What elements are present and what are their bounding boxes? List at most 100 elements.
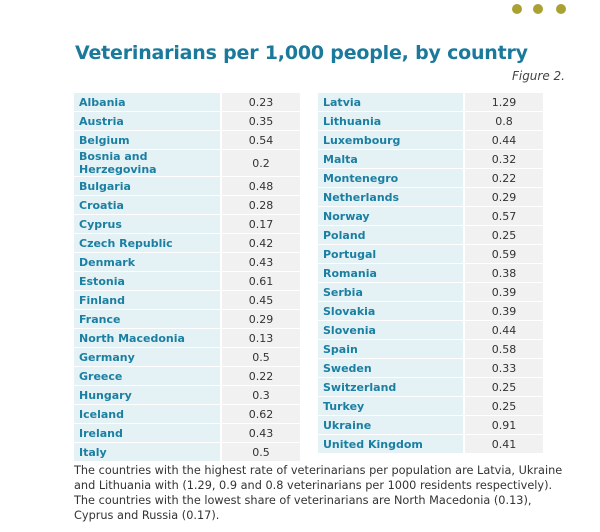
table-row: Latvia 1.29	[318, 93, 543, 111]
value: 0.5	[220, 443, 300, 461]
value: 0.58	[463, 340, 543, 358]
country: Bulgaria	[74, 177, 220, 195]
country: Poland	[318, 226, 463, 244]
caption-line: Cyprus and Russia (0.17).	[74, 509, 220, 522]
country: Lithuania	[318, 112, 463, 130]
country: Hungary	[74, 386, 220, 404]
country: Portugal	[318, 245, 463, 263]
country: Greece	[74, 367, 220, 385]
country: Austria	[74, 112, 220, 130]
table-row: Romania 0.38	[318, 264, 543, 282]
table-row: Lithuania 0.8	[318, 112, 543, 130]
value: 0.57	[463, 207, 543, 225]
value: 0.25	[463, 226, 543, 244]
table-row: Czech Republic 0.42	[74, 234, 300, 252]
table-row: Albania 0.23	[74, 93, 300, 111]
decor-dot	[556, 4, 566, 14]
caption-line: and Lithuania with (1.29, 0.9 and 0.8 ve…	[74, 479, 553, 492]
table-row: Slovakia 0.39	[318, 302, 543, 320]
value: 0.42	[220, 234, 300, 252]
figure-label: Figure 2.	[511, 69, 565, 83]
table-row: Estonia 0.61	[74, 272, 300, 290]
country: Ukraine	[318, 416, 463, 434]
country: Slovakia	[318, 302, 463, 320]
country: Belgium	[74, 131, 220, 149]
value: 0.54	[220, 131, 300, 149]
value: 0.48	[220, 177, 300, 195]
country: Sweden	[318, 359, 463, 377]
country: Czech Republic	[74, 234, 220, 252]
table-row: Norway 0.57	[318, 207, 543, 225]
table-row: North Macedonia 0.13	[74, 329, 300, 347]
value: 0.28	[220, 196, 300, 214]
value: 0.43	[220, 253, 300, 271]
value: 0.5	[220, 348, 300, 366]
country: Latvia	[318, 93, 463, 111]
country: Finland	[74, 291, 220, 309]
value: 0.43	[220, 424, 300, 442]
value: 0.41	[463, 435, 543, 453]
value: 0.22	[220, 367, 300, 385]
table-row: Hungary 0.3	[74, 386, 300, 404]
country: France	[74, 310, 220, 328]
caption-line: The countries with the highest rate of v…	[74, 464, 563, 477]
table-row: Turkey 0.25	[318, 397, 543, 415]
table-row: Germany 0.5	[74, 348, 300, 366]
caption: The countries with the highest rate of v…	[74, 463, 574, 523]
value: 0.39	[463, 302, 543, 320]
table-row: Ukraine 0.91	[318, 416, 543, 434]
country: Spain	[318, 340, 463, 358]
country: Ireland	[74, 424, 220, 442]
value: 0.13	[220, 329, 300, 347]
value: 0.23	[220, 93, 300, 111]
table-row: Slovenia 0.44	[318, 321, 543, 339]
value: 0.91	[463, 416, 543, 434]
table-row: Croatia 0.28	[74, 196, 300, 214]
table-row: Malta 0.32	[318, 150, 543, 168]
country: Luxembourg	[318, 131, 463, 149]
table-row: Italy 0.5	[74, 443, 300, 461]
country: Slovenia	[318, 321, 463, 339]
value: 0.61	[220, 272, 300, 290]
table: Albania 0.23 Austria 0.35 Belgium 0.54 Bosnia …	[74, 92, 300, 462]
value: 0.44	[463, 131, 543, 149]
value: 0.22	[463, 169, 543, 187]
table-row: Denmark 0.43	[74, 253, 300, 271]
table-row: Serbia 0.39	[318, 283, 543, 301]
value: 1.29	[463, 93, 543, 111]
value: 0.35	[220, 112, 300, 130]
table-row: Bosnia and Herzegovina 0.2	[74, 150, 300, 176]
table-row: Bulgaria 0.48	[74, 177, 300, 195]
country: Albania	[74, 93, 220, 111]
table-row: Luxembourg 0.44	[318, 131, 543, 149]
table-row: Poland 0.25	[318, 226, 543, 244]
country: Cyprus	[74, 215, 220, 233]
country: Serbia	[318, 283, 463, 301]
value: 0.17	[220, 215, 300, 233]
table: Latvia 1.29 Lithuania 0.8 Luxembourg 0.44 Malt…	[318, 92, 543, 454]
country: Montenegro	[318, 169, 463, 187]
decor-dot	[533, 4, 543, 14]
table-row: Switzerland 0.25	[318, 378, 543, 396]
table-row: United Kingdom 0.41	[318, 435, 543, 453]
country: Germany	[74, 348, 220, 366]
value: 0.44	[463, 321, 543, 339]
table-row: Ireland 0.43	[74, 424, 300, 442]
table-row: Greece 0.22	[74, 367, 300, 385]
table-row: Belgium 0.54	[74, 131, 300, 149]
value: 0.29	[463, 188, 543, 206]
table-row: Montenegro 0.22	[318, 169, 543, 187]
decor-dot	[512, 4, 522, 14]
value: 0.3	[220, 386, 300, 404]
table-row: Sweden 0.33	[318, 359, 543, 377]
country: Croatia	[74, 196, 220, 214]
table-row: Iceland 0.62	[74, 405, 300, 423]
table-row: Finland 0.45	[74, 291, 300, 309]
table-row: France 0.29	[74, 310, 300, 328]
value: 0.33	[463, 359, 543, 377]
country: Romania	[318, 264, 463, 282]
country: United Kingdom	[318, 435, 463, 453]
caption-line: The countries with the lowest share of v…	[74, 494, 532, 507]
value: 0.32	[463, 150, 543, 168]
